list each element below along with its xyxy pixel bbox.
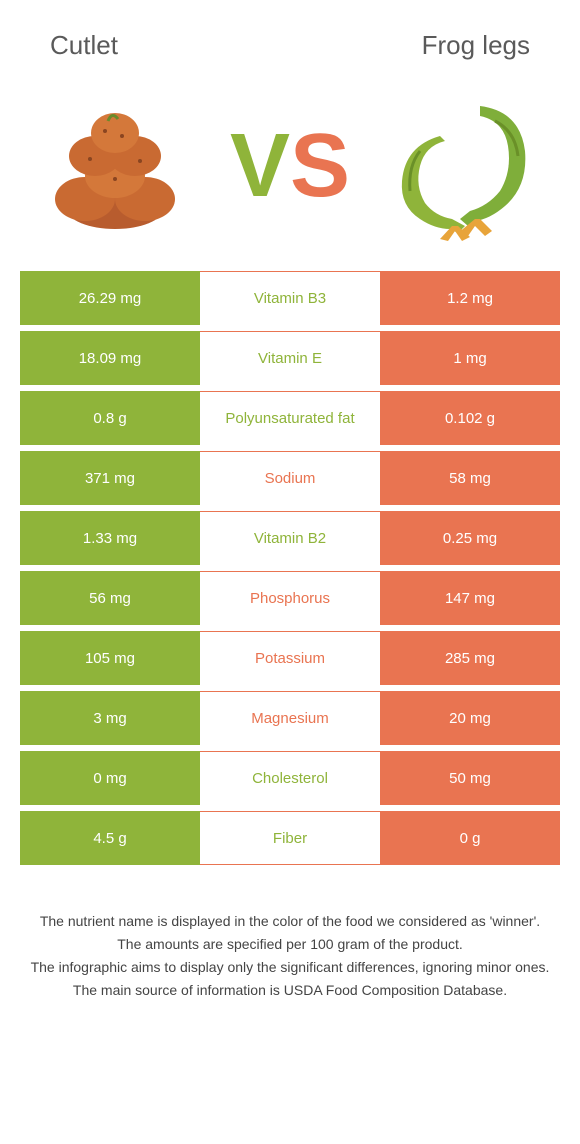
cutlet-image [30, 91, 200, 241]
right-value: 1 mg [380, 331, 560, 385]
table-row: 371 mgSodium58 mg [20, 451, 560, 505]
right-value: 285 mg [380, 631, 560, 685]
frog-legs-image [380, 91, 550, 241]
table-row: 56 mgPhosphorus147 mg [20, 571, 560, 625]
table-row: 3 mgMagnesium20 mg [20, 691, 560, 745]
footnote-line: The main source of information is USDA F… [30, 980, 550, 1001]
footnotes: The nutrient name is displayed in the co… [0, 871, 580, 1023]
nutrient-label: Sodium [200, 451, 380, 505]
left-value: 4.5 g [20, 811, 200, 865]
table-row: 1.33 mgVitamin B20.25 mg [20, 511, 560, 565]
nutrient-label: Cholesterol [200, 751, 380, 805]
nutrient-table: 26.29 mgVitamin B31.2 mg18.09 mgVitamin … [0, 271, 580, 865]
right-value: 20 mg [380, 691, 560, 745]
footnote-line: The infographic aims to display only the… [30, 957, 550, 978]
table-row: 0 mgCholesterol50 mg [20, 751, 560, 805]
images-row: VS [0, 71, 580, 271]
left-value: 26.29 mg [20, 271, 200, 325]
right-value: 0 g [380, 811, 560, 865]
right-value: 147 mg [380, 571, 560, 625]
table-row: 18.09 mgVitamin E1 mg [20, 331, 560, 385]
left-value: 56 mg [20, 571, 200, 625]
left-value: 0 mg [20, 751, 200, 805]
nutrient-label: Phosphorus [200, 571, 380, 625]
table-row: 4.5 gFiber0 g [20, 811, 560, 865]
nutrient-label: Vitamin B3 [200, 271, 380, 325]
nutrient-label: Vitamin B2 [200, 511, 380, 565]
left-value: 105 mg [20, 631, 200, 685]
right-value: 0.25 mg [380, 511, 560, 565]
nutrient-label: Magnesium [200, 691, 380, 745]
vs-label: VS [230, 115, 350, 218]
nutrient-label: Polyunsaturated fat [200, 391, 380, 445]
nutrient-label: Potassium [200, 631, 380, 685]
table-row: 105 mgPotassium285 mg [20, 631, 560, 685]
right-value: 1.2 mg [380, 271, 560, 325]
right-value: 50 mg [380, 751, 560, 805]
footnote-line: The nutrient name is displayed in the co… [30, 911, 550, 932]
left-value: 371 mg [20, 451, 200, 505]
right-value: 58 mg [380, 451, 560, 505]
left-food-title: Cutlet [50, 30, 118, 61]
right-food-title: Frog legs [422, 30, 530, 61]
table-row: 0.8 gPolyunsaturated fat0.102 g [20, 391, 560, 445]
table-row: 26.29 mgVitamin B31.2 mg [20, 271, 560, 325]
nutrient-label: Vitamin E [200, 331, 380, 385]
left-value: 18.09 mg [20, 331, 200, 385]
left-value: 0.8 g [20, 391, 200, 445]
nutrient-label: Fiber [200, 811, 380, 865]
left-value: 3 mg [20, 691, 200, 745]
footnote-line: The amounts are specified per 100 gram o… [30, 934, 550, 955]
vs-v-letter: V [230, 115, 290, 218]
vs-s-letter: S [290, 115, 350, 218]
right-value: 0.102 g [380, 391, 560, 445]
header: Cutlet Frog legs [0, 0, 580, 71]
left-value: 1.33 mg [20, 511, 200, 565]
